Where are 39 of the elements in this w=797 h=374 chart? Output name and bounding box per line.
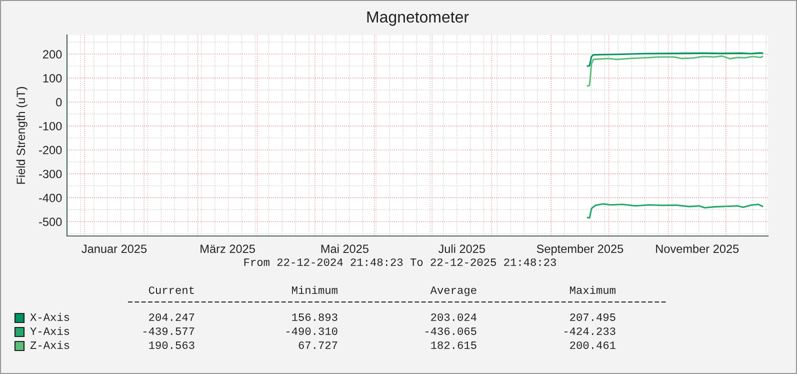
x-tick-label: Juli 2025	[438, 244, 485, 254]
text: Average	[430, 286, 476, 296]
legend-label: Y-Axis	[30, 326, 70, 335]
y-tick-label: -200	[39, 146, 62, 154]
x-tick-label: Mai 2025	[321, 244, 368, 254]
y-tick-label: 0	[56, 98, 62, 106]
text: From 22-12-2024 21:48:23 To 22-12-2025 21:48:23	[244, 258, 556, 266]
legend-label: X-Axis	[30, 312, 70, 321]
line-series	[586, 55, 764, 87]
y-tick-label: -300	[39, 170, 62, 178]
text: 203.024	[431, 313, 476, 321]
text: -436.065	[425, 327, 476, 335]
x-tick-label: September 2025	[536, 244, 624, 256]
text: 67.727	[298, 341, 338, 349]
y-tick-label: -400	[39, 194, 62, 202]
text: Maximum	[570, 286, 616, 294]
text: -424.233	[564, 327, 616, 335]
text: 156.893	[292, 313, 338, 321]
y-tick-label: 200	[43, 50, 62, 59]
y-tick-label: -500	[39, 218, 62, 226]
y-axis-title: Field Strength (uT)	[16, 87, 28, 184]
text: Minimum	[292, 286, 338, 294]
text: 207.495	[570, 313, 616, 321]
text: 200.461	[570, 341, 616, 349]
x-tick-label: Januar 2025	[82, 244, 147, 254]
x-tick-label: März 2025	[200, 244, 255, 254]
y-tick-label: 100	[43, 74, 62, 82]
text: Current	[148, 286, 194, 294]
x-tick-label: November 2025	[656, 244, 739, 254]
legend-label: Z-Axis	[30, 340, 70, 349]
y-tick-label: -100	[39, 122, 62, 130]
text: 182.615	[431, 341, 476, 349]
text: 204.247	[149, 313, 194, 321]
text: 190.563	[149, 341, 194, 349]
text: -490.310	[286, 327, 338, 335]
line-series	[586, 203, 764, 219]
text: -439.577	[143, 327, 194, 335]
chart-title: Magnetometer	[367, 12, 469, 26]
line-series	[586, 52, 764, 67]
